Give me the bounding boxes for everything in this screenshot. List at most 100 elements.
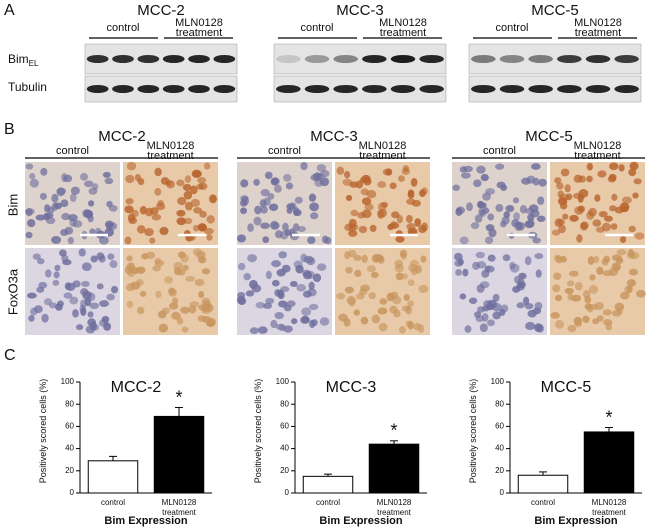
ihc-cell	[502, 254, 511, 262]
ihc-cell	[359, 288, 368, 296]
ihc-cell	[602, 309, 612, 316]
ihc-cell	[487, 213, 495, 221]
ihc-cell	[158, 323, 168, 333]
group-label: control	[56, 145, 89, 157]
ihc-cell	[580, 222, 588, 231]
ihc-cell	[482, 192, 491, 201]
ihc-cell	[628, 225, 636, 233]
row-label-text: Bim	[8, 52, 29, 66]
ihc-cell	[405, 214, 413, 223]
ihc-cell	[96, 252, 105, 260]
ihc-cell	[89, 302, 99, 310]
ihc-cell	[263, 197, 271, 206]
blot-band	[557, 55, 582, 63]
ihc-cell	[556, 182, 564, 190]
ihc-cell	[59, 249, 67, 257]
ihc-cell	[336, 166, 345, 175]
ihc-cell	[271, 260, 281, 268]
ihc-cell	[479, 281, 490, 289]
ihc-cell	[80, 172, 88, 181]
ihc-cell	[125, 198, 134, 205]
ihc-cell	[279, 230, 289, 240]
ihc-cell	[560, 255, 567, 263]
ihc-cell	[199, 210, 207, 218]
ihc-cell	[418, 225, 427, 234]
ihc-cell	[152, 265, 161, 272]
ihc-cell	[316, 263, 327, 271]
ihc-cell	[349, 181, 359, 188]
ihc-cell	[110, 285, 119, 294]
ihc-cell	[274, 184, 282, 193]
ihc-cell	[192, 248, 202, 256]
ihc-cell	[635, 289, 646, 298]
y-tick-label: 60	[280, 422, 289, 431]
ihc-cell	[285, 182, 294, 190]
ihc-cell	[594, 302, 604, 311]
y-tick-label: 0	[70, 488, 75, 497]
ihc-cell	[399, 249, 408, 258]
ihc-cell	[633, 178, 642, 185]
ihc-cell	[254, 205, 262, 215]
blot-band	[137, 55, 160, 63]
ihc-cell	[377, 181, 387, 188]
ihc-cell	[501, 216, 510, 225]
blot-band	[276, 55, 301, 63]
ihc-cell	[474, 311, 482, 318]
ihc-cell	[475, 251, 485, 259]
x-tick-label: MLN0128 treatment	[376, 498, 412, 517]
ihc-cell	[126, 262, 136, 271]
ihc-cell	[555, 319, 565, 329]
blot-band	[499, 55, 525, 63]
ihc-cell	[406, 223, 416, 231]
ihc-cell	[82, 209, 92, 218]
ihc-cell	[144, 228, 154, 237]
ihc-cell	[534, 252, 544, 260]
ihc-cell	[468, 297, 478, 305]
ihc-cell	[51, 235, 62, 244]
ihc-cell	[353, 309, 360, 316]
ihc-cell	[29, 178, 39, 188]
ihc-cell	[405, 320, 413, 328]
ihc-cell	[632, 192, 639, 199]
y-tick-label: 80	[495, 399, 504, 408]
ihc-cell	[194, 278, 205, 287]
group-label: MLN0128 treatment	[379, 17, 427, 39]
ihc-cell	[403, 294, 410, 301]
x-tick-label: control	[101, 498, 125, 507]
ihc-cell	[190, 185, 198, 195]
blot-band	[188, 85, 210, 93]
ihc-cell	[627, 248, 635, 258]
ihc-cell	[355, 180, 364, 189]
ihc-cell	[103, 322, 112, 331]
panel-letter: C	[4, 347, 16, 364]
ihc-cell	[394, 259, 403, 268]
ihc-cell	[43, 212, 51, 221]
ihc-cell	[184, 175, 192, 184]
ihc-cell	[565, 193, 573, 201]
ihc-cell	[188, 305, 197, 314]
ihc-cell	[84, 180, 94, 188]
ihc-cell	[551, 229, 561, 236]
ihc-cell	[378, 322, 388, 332]
ihc-cell	[205, 319, 216, 328]
ihc-cell	[70, 186, 80, 195]
ihc-cell	[80, 299, 87, 309]
blot-band	[333, 55, 358, 63]
set-title: MCC-3	[310, 128, 358, 145]
ihc-cell	[560, 168, 570, 177]
ihc-cell	[311, 319, 318, 327]
ihc-cell	[587, 256, 595, 265]
x-tick-label: MLN0128 treatment	[591, 498, 627, 517]
ihc-cell	[81, 262, 92, 272]
ihc-cell	[90, 255, 98, 263]
ihc-cell	[401, 273, 408, 280]
ihc-cell	[336, 292, 346, 300]
ihc-cell	[486, 319, 495, 327]
ihc-cell	[361, 209, 372, 219]
ihc-cell	[455, 268, 463, 276]
ihc-cell	[377, 208, 387, 218]
ihc-cell	[176, 317, 184, 325]
ihc-cell	[309, 202, 319, 212]
ihc-cell	[49, 302, 57, 309]
